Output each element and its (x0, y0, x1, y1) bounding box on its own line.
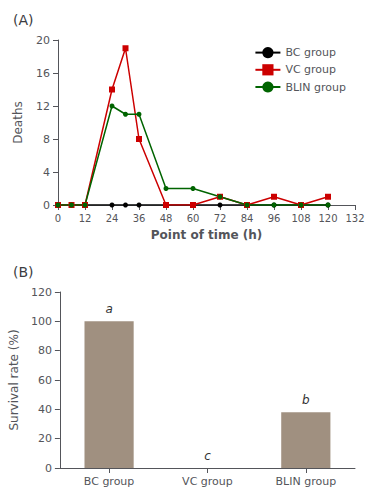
svg-text:Deaths: Deaths (11, 101, 25, 144)
svg-text:(B): (B) (13, 264, 34, 280)
svg-text:132: 132 (345, 213, 364, 224)
svg-text:12: 12 (36, 100, 50, 113)
svg-text:72: 72 (214, 213, 227, 224)
svg-text:20: 20 (36, 34, 50, 47)
svg-text:120: 120 (31, 286, 52, 299)
svg-text:VC group: VC group (182, 475, 233, 488)
svg-text:(A): (A) (13, 12, 34, 28)
svg-text:24: 24 (106, 213, 119, 224)
svg-text:Point of time (h): Point of time (h) (151, 228, 262, 242)
svg-text:b: b (302, 393, 310, 407)
svg-text:48: 48 (160, 213, 173, 224)
svg-text:0: 0 (55, 213, 61, 224)
svg-text:c: c (204, 449, 211, 463)
svg-text:BLIN group: BLIN group (285, 81, 346, 94)
svg-text:120: 120 (318, 213, 337, 224)
svg-text:80: 80 (38, 344, 52, 357)
svg-text:60: 60 (187, 213, 200, 224)
svg-text:BC group: BC group (285, 46, 335, 59)
svg-text:40: 40 (38, 403, 52, 416)
svg-text:BLIN group: BLIN group (276, 475, 337, 488)
svg-text:VC group: VC group (285, 63, 336, 76)
svg-text:a: a (105, 302, 112, 316)
svg-text:100: 100 (31, 315, 52, 328)
svg-text:12: 12 (79, 213, 92, 224)
svg-text:108: 108 (291, 213, 310, 224)
svg-text:36: 36 (133, 213, 146, 224)
svg-text:60: 60 (38, 374, 52, 387)
svg-text:96: 96 (268, 213, 281, 224)
svg-text:8: 8 (43, 133, 50, 146)
svg-text:20: 20 (38, 432, 52, 445)
svg-text:BC group: BC group (84, 475, 134, 488)
svg-text:0: 0 (45, 462, 52, 475)
svg-text:16: 16 (36, 67, 50, 80)
svg-text:0: 0 (43, 199, 50, 212)
svg-text:Survival rate (%): Survival rate (%) (7, 329, 21, 430)
svg-text:84: 84 (241, 213, 254, 224)
svg-text:4: 4 (43, 166, 50, 179)
